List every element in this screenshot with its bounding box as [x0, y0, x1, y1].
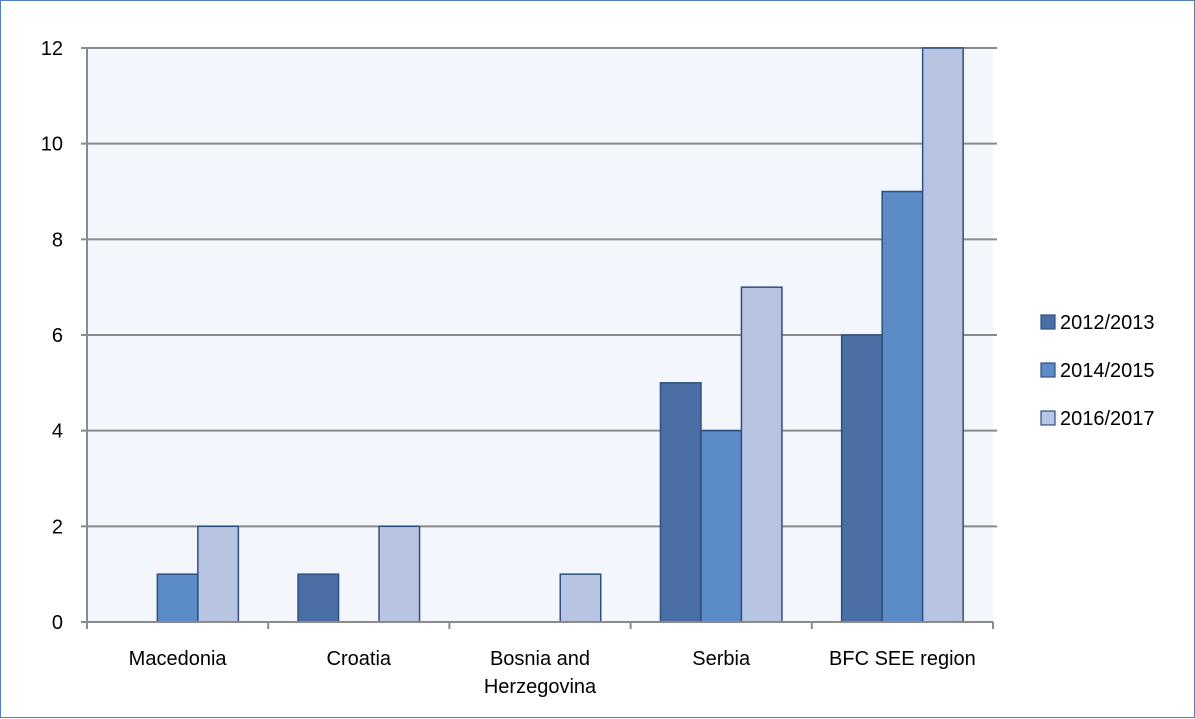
x-category-label-line: Serbia [692, 648, 751, 670]
bar-2016-2017-2 [559, 573, 602, 623]
bar-2016-2017-4 [921, 47, 964, 623]
x-category-label: Croatia [327, 648, 392, 670]
x-category-label-line: BFC SEE region [829, 648, 976, 670]
y-tick-label: 12 [41, 38, 63, 60]
x-category-label-line: Herzegovina [484, 676, 597, 698]
legend-swatch [1040, 314, 1056, 330]
bar-2012-2013-1 [297, 573, 340, 623]
x-category-label: Bosnia and Herzegovina [484, 648, 597, 698]
y-tick-label: 0 [52, 612, 63, 634]
x-category-label: BFC SEE region [829, 648, 976, 670]
bar-2016-2017-1 [378, 525, 421, 623]
x-category-label-line: Macedonia [129, 648, 228, 670]
bar-2012-2013-3 [659, 382, 702, 623]
x-category-label-line: Bosnia and [490, 648, 590, 670]
x-category-label-line: Croatia [327, 648, 392, 670]
y-tick-label: 10 [41, 134, 63, 156]
legend-swatch [1040, 410, 1056, 426]
y-tick-label: 8 [52, 229, 63, 251]
legend-label: 2012/2013 [1060, 312, 1155, 334]
bar-2016-2017-3 [740, 286, 783, 623]
bar-2012-2013-4 [840, 334, 883, 623]
y-tick-label: 6 [52, 325, 63, 347]
y-tick-label: 4 [52, 421, 63, 443]
legend-swatch [1040, 362, 1056, 378]
y-tick-label: 2 [52, 516, 63, 538]
legend-label: 2016/2017 [1060, 408, 1155, 430]
bar-2016-2017-0 [197, 525, 240, 623]
bar-2014-2015-0 [156, 573, 199, 623]
legend-label: 2014/2015 [1060, 360, 1155, 382]
bar-2014-2015-3 [700, 429, 743, 623]
bar-2014-2015-4 [881, 190, 924, 623]
x-category-label: Macedonia [129, 648, 228, 670]
x-category-label: Serbia [692, 648, 751, 670]
